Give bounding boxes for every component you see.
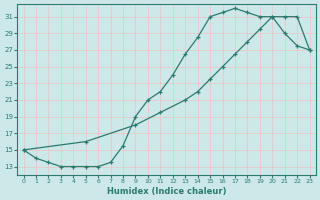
X-axis label: Humidex (Indice chaleur): Humidex (Indice chaleur)	[107, 187, 226, 196]
